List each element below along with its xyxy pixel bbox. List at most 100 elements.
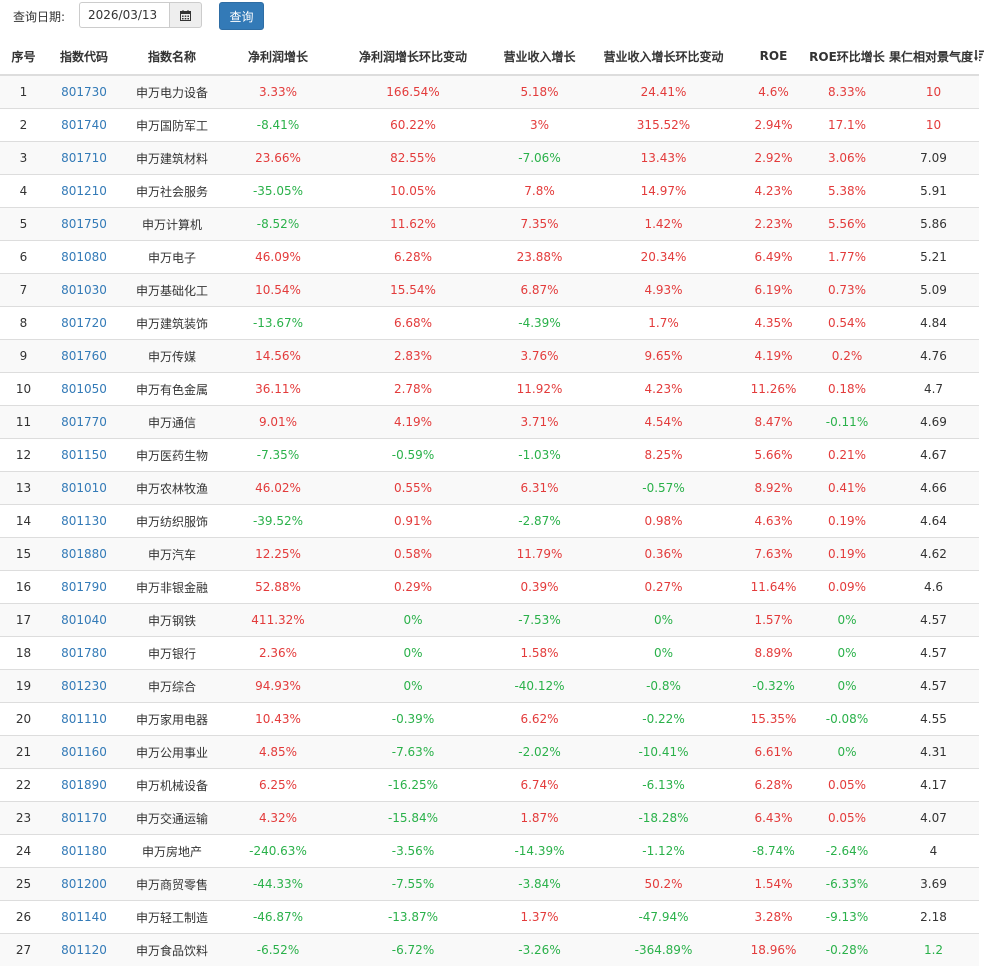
cell-roe: 1.54% — [741, 868, 806, 901]
header-roe-qoq[interactable]: ROE环比增长 — [806, 38, 888, 75]
cell-code[interactable]: 801130 — [47, 505, 121, 538]
cell-roe: -8.74% — [741, 835, 806, 868]
cell-code[interactable]: 801010 — [47, 472, 121, 505]
cell-code[interactable]: 801180 — [47, 835, 121, 868]
cell-revenue-growth: -2.87% — [493, 505, 586, 538]
cell-net-profit-growth: 411.32% — [223, 604, 333, 637]
cell-roe-qoq: 0.2% — [806, 340, 888, 373]
cell-net-profit-growth: 46.09% — [223, 241, 333, 274]
cell-roe-qoq: -6.33% — [806, 868, 888, 901]
cell-revenue-growth: 6.87% — [493, 274, 586, 307]
header-net-profit-growth[interactable]: 净利润增长 — [223, 38, 333, 75]
date-input[interactable] — [79, 2, 169, 28]
cell-code[interactable]: 801150 — [47, 439, 121, 472]
header-code[interactable]: 指数代码 — [47, 38, 121, 75]
cell-name: 申万通信 — [121, 406, 223, 439]
cell-relative-prosperity: 10 — [888, 75, 979, 109]
cell-revenue-growth: 6.62% — [493, 703, 586, 736]
cell-revenue-growth: 3.76% — [493, 340, 586, 373]
cell-code[interactable]: 801200 — [47, 868, 121, 901]
cell-roe-qoq: -9.13% — [806, 901, 888, 934]
cell-name: 申万电子 — [121, 241, 223, 274]
cell-name: 申万有色金属 — [121, 373, 223, 406]
cell-revenue-growth-qoq: -6.13% — [586, 769, 741, 802]
cell-roe-qoq: 5.56% — [806, 208, 888, 241]
calendar-button[interactable] — [169, 2, 202, 28]
cell-code[interactable]: 801740 — [47, 109, 121, 142]
cell-net-profit-growth-qoq: 0% — [333, 637, 493, 670]
cell-code[interactable]: 801160 — [47, 736, 121, 769]
cell-roe-qoq: 0.19% — [806, 505, 888, 538]
cell-roe: 1.57% — [741, 604, 806, 637]
cell-net-profit-growth: 10.43% — [223, 703, 333, 736]
cell-code[interactable]: 801790 — [47, 571, 121, 604]
cell-roe: 4.23% — [741, 175, 806, 208]
cell-code[interactable]: 801770 — [47, 406, 121, 439]
cell-net-profit-growth: -46.87% — [223, 901, 333, 934]
cell-revenue-growth-qoq: 0.98% — [586, 505, 741, 538]
cell-revenue-growth-qoq: 0.27% — [586, 571, 741, 604]
cell-code[interactable]: 801760 — [47, 340, 121, 373]
cell-code[interactable]: 801230 — [47, 670, 121, 703]
cell-code[interactable]: 801710 — [47, 142, 121, 175]
cell-roe-qoq: 0.21% — [806, 439, 888, 472]
cell-revenue-growth-qoq: 4.23% — [586, 373, 741, 406]
header-roe[interactable]: ROE — [741, 38, 806, 75]
cell-code[interactable]: 801780 — [47, 637, 121, 670]
cell-revenue-growth-qoq: 14.97% — [586, 175, 741, 208]
cell-code[interactable]: 801730 — [47, 75, 121, 109]
cell-name: 申万公用事业 — [121, 736, 223, 769]
cell-code[interactable]: 801890 — [47, 769, 121, 802]
cell-code[interactable]: 801170 — [47, 802, 121, 835]
header-index[interactable]: 序号 — [0, 38, 47, 75]
cell-name: 申万商贸零售 — [121, 868, 223, 901]
cell-roe-qoq: 0.09% — [806, 571, 888, 604]
cell-net-profit-growth-qoq: -16.25% — [333, 769, 493, 802]
cell-index: 14 — [0, 505, 47, 538]
cell-code[interactable]: 801720 — [47, 307, 121, 340]
cell-roe: 2.94% — [741, 109, 806, 142]
header-relative-prosperity[interactable]: 果仁相对景气度 — [888, 38, 979, 75]
cell-code[interactable]: 801030 — [47, 274, 121, 307]
cell-net-profit-growth-qoq: -6.72% — [333, 934, 493, 966]
query-button[interactable]: 查询 — [219, 2, 264, 30]
cell-code[interactable]: 801050 — [47, 373, 121, 406]
cell-roe-qoq: -0.28% — [806, 934, 888, 966]
header-revenue-growth[interactable]: 营业收入增长 — [493, 38, 586, 75]
sort-amount-desc-icon[interactable] — [974, 50, 984, 62]
cell-code[interactable]: 801120 — [47, 934, 121, 966]
header-revenue-growth-qoq[interactable]: 营业收入增长环比变动 — [586, 38, 741, 75]
cell-code[interactable]: 801110 — [47, 703, 121, 736]
cell-code[interactable]: 801880 — [47, 538, 121, 571]
cell-name: 申万基础化工 — [121, 274, 223, 307]
header-net-profit-growth-qoq[interactable]: 净利润增长环比变动 — [333, 38, 493, 75]
cell-index: 12 — [0, 439, 47, 472]
cell-relative-prosperity: 4.31 — [888, 736, 979, 769]
cell-code[interactable]: 801040 — [47, 604, 121, 637]
header-name[interactable]: 指数名称 — [121, 38, 223, 75]
cell-net-profit-growth: 52.88% — [223, 571, 333, 604]
cell-name: 申万汽车 — [121, 538, 223, 571]
cell-code[interactable]: 801210 — [47, 175, 121, 208]
calendar-icon — [180, 10, 191, 21]
cell-code[interactable]: 801140 — [47, 901, 121, 934]
cell-code[interactable]: 801080 — [47, 241, 121, 274]
cell-revenue-growth: 11.79% — [493, 538, 586, 571]
cell-revenue-growth-qoq: 4.54% — [586, 406, 741, 439]
cell-code[interactable]: 801750 — [47, 208, 121, 241]
cell-revenue-growth: -7.06% — [493, 142, 586, 175]
cell-roe: 6.28% — [741, 769, 806, 802]
cell-revenue-growth: 5.18% — [493, 75, 586, 109]
cell-revenue-growth: -3.26% — [493, 934, 586, 966]
cell-revenue-growth: -2.02% — [493, 736, 586, 769]
cell-revenue-growth: 0.39% — [493, 571, 586, 604]
cell-name: 申万房地产 — [121, 835, 223, 868]
